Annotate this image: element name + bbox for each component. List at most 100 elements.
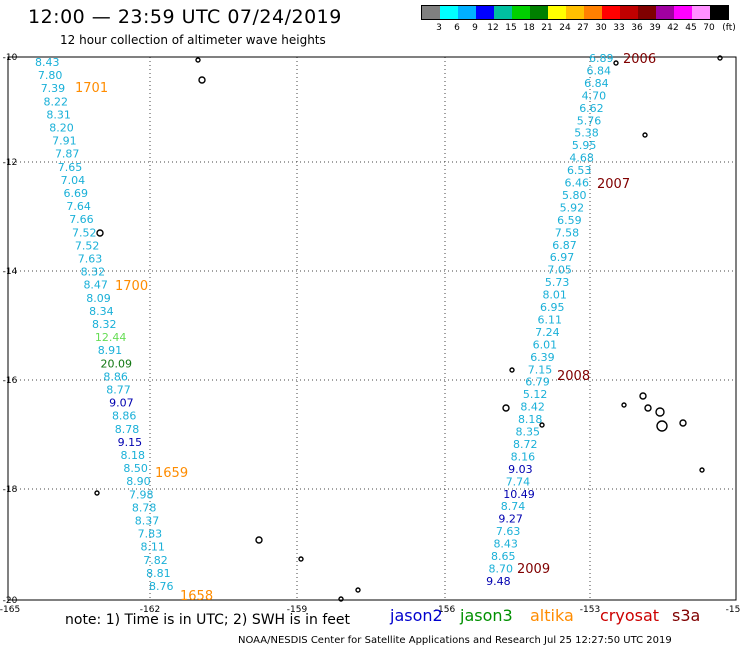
map-subtitle: 12 hour collection of altimeter wave hei… [60, 33, 326, 47]
wave-height-value: 8.74 [501, 500, 526, 513]
wave-height-value: 8.72 [513, 438, 538, 451]
wave-height-value: 9.27 [498, 513, 522, 526]
pass-time-label: 2006 [623, 52, 656, 67]
wave-height-value: 8.37 [135, 515, 160, 528]
island-outline [639, 392, 647, 400]
island-outline [613, 60, 619, 66]
wave-height-value: 7.63 [78, 253, 103, 266]
longitude-label: -165 [0, 605, 20, 615]
map-title: 12:00 — 23:59 UTC 07/24/2019 [28, 6, 342, 28]
wave-height-value: 6.84 [584, 77, 609, 90]
wave-height-value: 12.44 [95, 331, 127, 344]
wave-height-value: 6.89 [589, 52, 614, 65]
island-outline [642, 132, 648, 138]
wave-height-value: 8.43 [35, 56, 60, 69]
color-swatch [530, 6, 548, 19]
pass-time-label: 1659 [155, 466, 188, 481]
legend-cryosat: cryosat [600, 606, 660, 625]
wave-height-value: 7.80 [38, 69, 63, 82]
wave-height-value: 8.34 [89, 305, 114, 318]
island-outline [679, 419, 687, 427]
wave-height-value: 5.80 [562, 189, 587, 202]
island-outline [94, 490, 100, 496]
island-outline [502, 404, 510, 412]
legend-altika: altika [530, 606, 574, 625]
wave-height-value: 6.59 [557, 214, 582, 227]
color-swatch [602, 6, 620, 19]
pass-time-label: 2009 [517, 562, 550, 577]
color-scale-label: 18 [523, 23, 535, 33]
wave-height-value: 8.16 [511, 450, 535, 463]
wave-height-value: 7.66 [69, 213, 94, 226]
color-scale-label: 33 [613, 23, 625, 33]
color-scale-label: 27 [577, 23, 589, 33]
color-scale-label: 24 [559, 23, 571, 33]
latitude-label: -14 [3, 267, 18, 277]
wave-height-value: 5.73 [545, 276, 570, 289]
pass-time-label: 1700 [115, 279, 148, 294]
latitude-label: -16 [3, 376, 18, 386]
island-outline [298, 556, 304, 562]
color-scale-label: 42 [667, 23, 679, 33]
wave-height-value: 6.11 [538, 313, 563, 326]
pass-time-label: 1701 [75, 81, 108, 96]
wave-height-value: 8.86 [112, 410, 137, 423]
wave-height-value: 5.92 [560, 201, 585, 214]
wave-height-value: 9.48 [486, 575, 511, 588]
footer-note: note: 1) Time is in UTC; 2) SWH is in fe… [65, 612, 351, 628]
wave-height-value: 9.07 [109, 397, 134, 410]
color-scale-label: 45 [685, 23, 697, 33]
wave-height-value: 5.38 [574, 127, 599, 140]
island-outline [338, 596, 344, 602]
color-swatch [710, 6, 728, 19]
color-swatch [656, 6, 674, 19]
wave-height-value: 6.79 [525, 376, 550, 389]
wave-height-value: 8.43 [493, 538, 518, 551]
color-scale-label: 36 [631, 23, 643, 33]
wave-height-value: 20.09 [101, 357, 133, 370]
color-scale-label: 9 [472, 23, 478, 33]
island-outline [96, 229, 104, 237]
color-scale-label: 6 [454, 23, 460, 33]
wave-height-value: 7.58 [555, 226, 580, 239]
wave-height-value: 8.42 [520, 401, 545, 414]
latitude-label: -18 [3, 485, 18, 495]
color-scale-label: 30 [595, 23, 607, 33]
latitude-label: -10 [3, 53, 18, 63]
wave-height-value: 6.53 [567, 164, 592, 177]
color-swatch [566, 6, 584, 19]
island-outline [699, 467, 705, 473]
wave-height-value: 8.76 [149, 580, 174, 593]
legend-jason3: jason3 [460, 606, 513, 625]
color-scale: 3 6 9 12 15 18 21 24 27 30 33 36 39 42 45 70 (ft) [421, 5, 736, 33]
wave-height-value: 8.31 [46, 108, 71, 121]
wave-height-value: 8.78 [115, 423, 140, 436]
color-swatch [674, 6, 692, 19]
island-outline [255, 536, 263, 544]
color-scale-labels: 3 6 9 12 15 18 21 24 27 30 33 36 39 42 45 70 (ft) [421, 23, 740, 37]
wave-height-value: 8.32 [81, 266, 106, 279]
island-outline [539, 422, 545, 428]
color-scale-label: (ft) [722, 23, 736, 33]
color-swatch [512, 6, 530, 19]
island-outline [621, 402, 627, 408]
color-swatch [494, 6, 512, 19]
wave-height-value: 8.86 [103, 370, 128, 383]
color-swatch [548, 6, 566, 19]
wave-height-value: 8.20 [49, 122, 74, 135]
color-scale-label: 12 [487, 23, 499, 33]
pass-time-label: 2007 [597, 177, 630, 192]
wave-height-value: 8.90 [126, 475, 151, 488]
wave-height-value: 5.95 [572, 139, 597, 152]
wave-height-value: 6.39 [530, 351, 555, 364]
island-outline [717, 55, 723, 61]
wave-height-value: 8.09 [86, 292, 111, 305]
island-outline [198, 76, 206, 84]
wave-height-value: 8.18 [518, 413, 543, 426]
wave-height-value: 9.15 [118, 436, 142, 449]
wave-height-value: 8.78 [132, 501, 157, 514]
wave-height-value: 8.81 [146, 567, 171, 580]
legend-jason2: jason2 [390, 606, 443, 625]
wave-height-value: 8.70 [489, 562, 514, 575]
